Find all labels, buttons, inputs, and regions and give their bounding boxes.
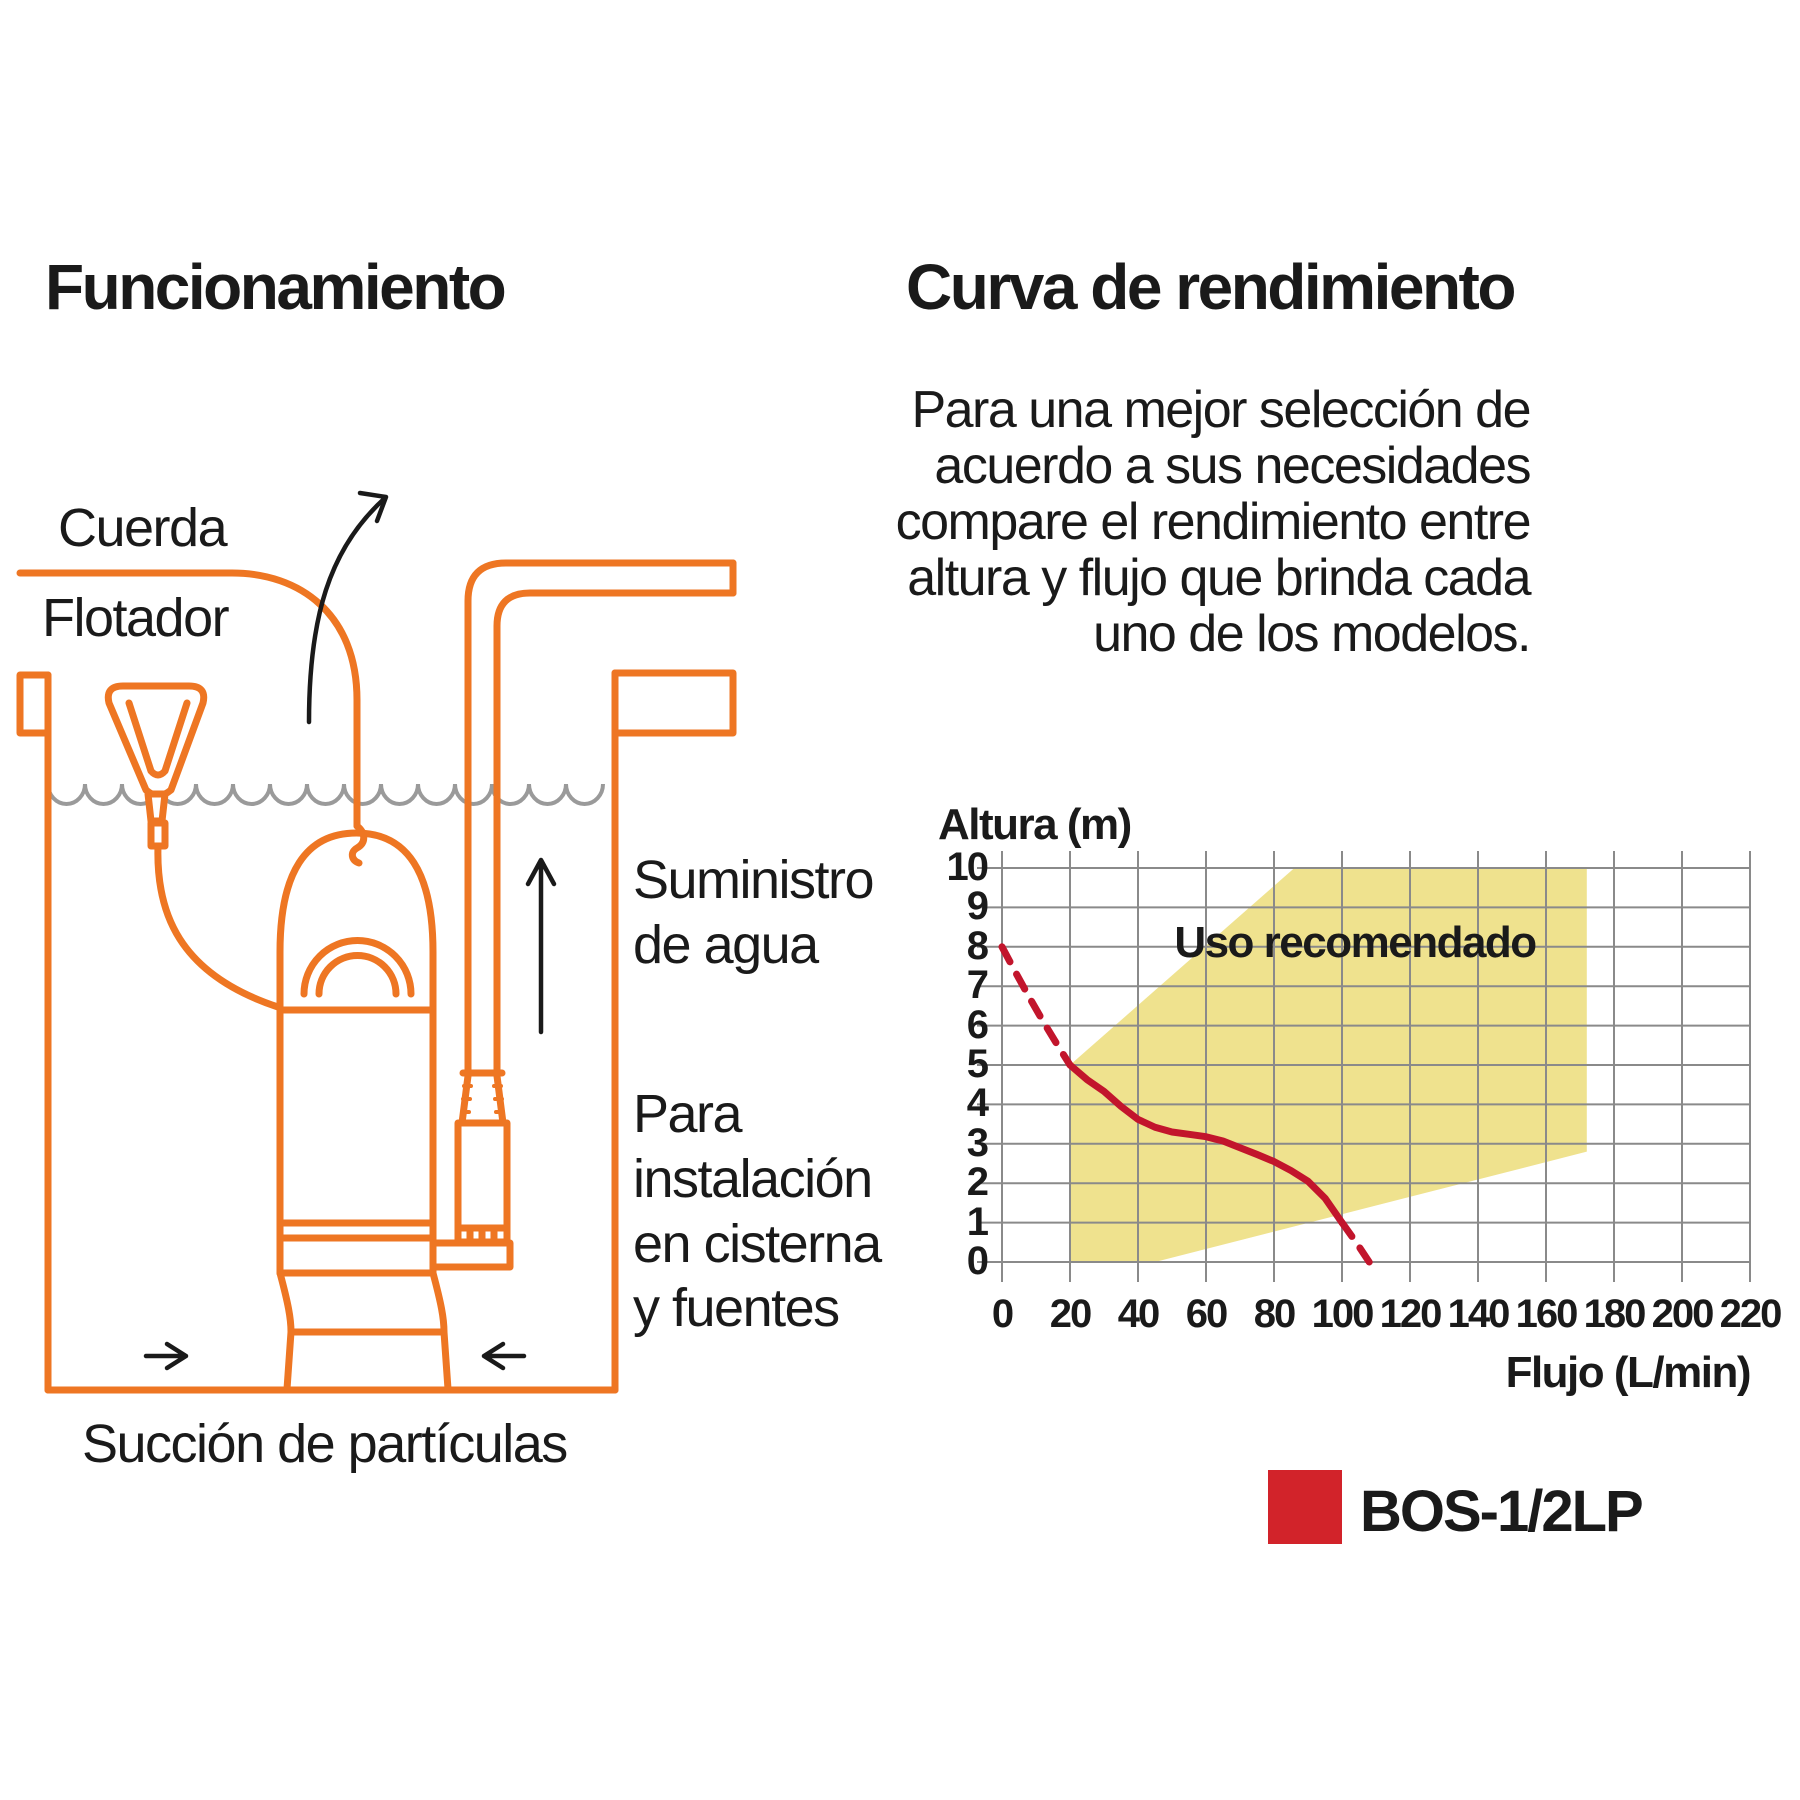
suction-left-arrow	[481, 1341, 527, 1371]
y-tick-label: 4	[966, 1081, 989, 1126]
x-tick-label: 40	[1117, 1292, 1161, 1336]
installation-line: en cisterna	[633, 1213, 882, 1274]
y-tick-label: 5	[966, 1042, 989, 1086]
y-tick-label: 2	[966, 1160, 989, 1205]
paragraph-line: Para una mejor selección de	[911, 381, 1531, 439]
x-tick-label: 0	[991, 1292, 1014, 1336]
x-tick-label: 220	[1719, 1292, 1783, 1336]
x-axis-title: Flujo (L/min)	[1505, 1348, 1752, 1397]
y-axis-title: Altura (m)	[938, 800, 1132, 849]
x-tick-label: 160	[1515, 1292, 1579, 1336]
x-tick-label: 80	[1253, 1292, 1297, 1336]
installation-line: y fuentes	[633, 1278, 840, 1339]
pump-handle-outer	[300, 937, 415, 998]
installation-label: Para instalación en cisterna y fuentes	[633, 1082, 882, 1341]
y-tick-label: 1	[966, 1199, 989, 1244]
y-tick-label: 8	[966, 923, 989, 968]
paragraph-line: uno de los modelos.	[1093, 605, 1531, 663]
paragraph-line: altura y flujo que brinda cada	[907, 549, 1531, 607]
y-tick-label: 7	[966, 963, 989, 1008]
installation-line: instalación	[633, 1148, 873, 1209]
cistern-left-wall-flange	[16, 671, 52, 737]
adapter-teeth	[454, 1224, 511, 1246]
water-supply-label: Suministro de agua	[633, 848, 875, 978]
rope-label: Cuerda	[58, 498, 228, 558]
float-inner-line	[125, 699, 191, 779]
right-section-title: Curva de rendimiento	[906, 251, 1516, 323]
paragraph-line: acuerdo a sus necesidades	[934, 437, 1531, 495]
selection-paragraph: Para una mejor selección de acuerdo a su…	[830, 381, 1532, 663]
recommended-use-label: Uso recomendado	[1174, 918, 1537, 967]
pump-handle-inner	[315, 952, 400, 998]
supply-up-arrow	[525, 857, 557, 1035]
x-tick-label: 100	[1311, 1292, 1375, 1336]
cistern-right-wall-flange	[611, 669, 737, 737]
hose-adapter	[454, 1119, 511, 1232]
legend-color-swatch	[1268, 1470, 1342, 1544]
pump-curve-solid	[1066, 1061, 1346, 1227]
adapter-barb-ticks	[460, 1084, 505, 1114]
outflow-arrowhead-icon	[357, 490, 389, 524]
cistern-diagram	[16, 559, 737, 1394]
x-tick-label: 120	[1379, 1292, 1443, 1336]
pump-curve-dashed-end	[1338, 1219, 1373, 1266]
suction-right-arrow	[143, 1341, 189, 1371]
float-label: Flotador	[42, 588, 230, 648]
water-supply-line: de agua	[633, 914, 819, 975]
discharge-pipe-inner	[493, 589, 737, 1077]
x-tick-label: 200	[1651, 1292, 1715, 1336]
left-section-title: Funcionamiento	[45, 251, 507, 323]
water-surface-line	[46, 783, 605, 806]
legend-model-label: BOS-1/2LP	[1360, 1479, 1644, 1544]
float-cable	[154, 842, 282, 1011]
y-tick-label: 0	[966, 1239, 989, 1283]
flow-arrows	[143, 490, 557, 1371]
installation-line: Para	[633, 1084, 743, 1144]
discharge-pipe-outer	[464, 559, 737, 1077]
y-tick-label: 6	[966, 1002, 989, 1047]
paragraph-line: compare el rendimiento entre	[895, 493, 1532, 551]
water-supply-line: Suministro	[633, 850, 875, 910]
x-tick-label: 20	[1049, 1292, 1093, 1336]
y-tick-label: 9	[966, 884, 989, 929]
pump-dome	[276, 829, 437, 1014]
performance-chart	[977, 851, 1751, 1282]
pump-curve-dashed-start	[998, 943, 1074, 1069]
x-tick-label: 140	[1447, 1292, 1511, 1336]
pump-outlet	[429, 1239, 514, 1271]
float-neck	[144, 790, 169, 825]
rope-hook	[348, 822, 368, 867]
y-tick-label: 10	[946, 845, 990, 889]
x-tick-label: 180	[1583, 1292, 1647, 1336]
x-tick-label: 60	[1185, 1292, 1229, 1336]
y-tick-label: 3	[966, 1120, 989, 1165]
particle-suction-label: Succión de partículas	[82, 1414, 568, 1474]
outflow-curved-arrow	[306, 496, 387, 725]
